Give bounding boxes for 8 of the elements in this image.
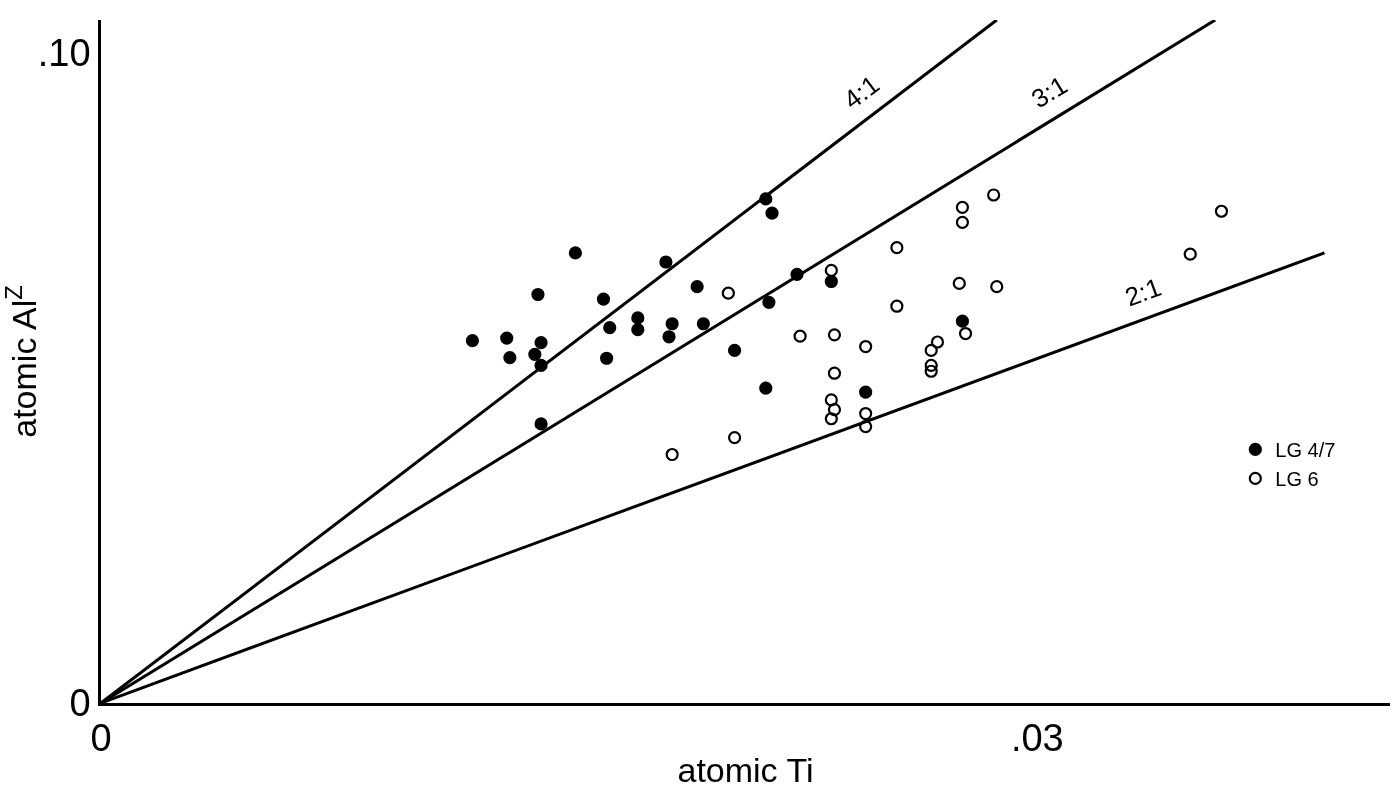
text: 3:1	[1026, 69, 1073, 115]
legend-label: LG 4/7	[1275, 439, 1336, 462]
y-tick-label: .10	[37, 31, 91, 74]
text: 2:1	[1121, 271, 1166, 313]
legend-label: LG 6	[1275, 468, 1319, 491]
x-axis-title: atomic Ti	[677, 750, 814, 789]
text: 4:1	[837, 69, 885, 115]
x-tick-label: .03	[1010, 717, 1064, 760]
